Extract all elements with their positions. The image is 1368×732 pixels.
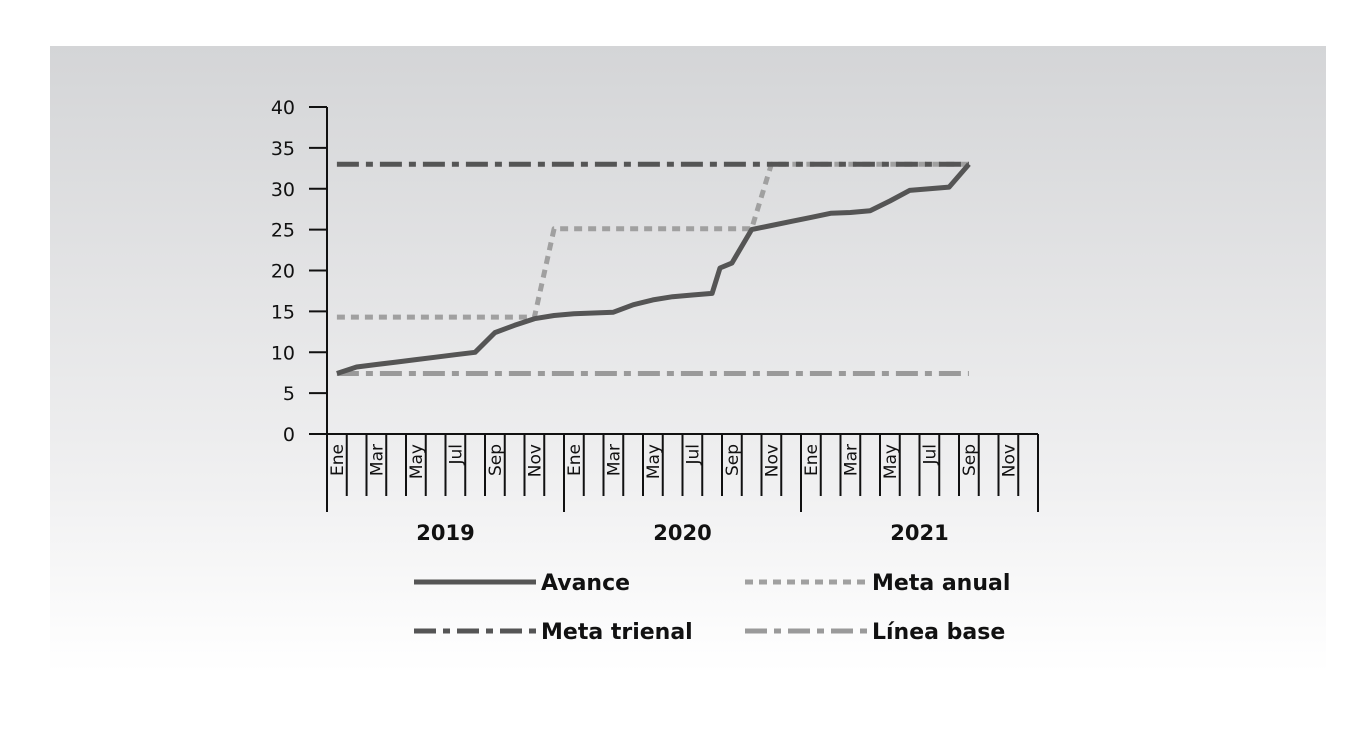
month-label: Nov (999, 444, 1019, 477)
legend-label-meta-trienal: Meta trienal (541, 620, 693, 645)
y-tick-label: 5 (283, 383, 295, 405)
month-label: Ene (565, 444, 585, 476)
legend-label-avance: Avance (541, 571, 630, 596)
y-tick-label: 0 (283, 424, 295, 446)
y-tick-label: 30 (271, 179, 295, 201)
axes: 0 5 10 15 20 25 30 35 40 Ene Mar May Jul Sep Nov Ene Mar… (271, 97, 1039, 545)
month-label: Jul (920, 444, 940, 466)
month-label: May (407, 444, 427, 479)
chart-background (50, 46, 1326, 672)
year-label: 2020 (653, 521, 711, 545)
y-tick-label: 10 (271, 342, 295, 364)
legend-label-linea-base: Línea base (872, 620, 1005, 645)
y-tick-label: 35 (271, 138, 295, 160)
month-label: Sep (723, 444, 743, 476)
month-label: May (644, 444, 664, 479)
month-label: Jul (683, 444, 703, 466)
month-label: Sep (960, 444, 980, 476)
year-label: 2019 (416, 521, 474, 545)
y-tick-label: 15 (271, 301, 295, 323)
month-label: Nov (525, 444, 545, 477)
legend-label-meta-anual: Meta anual (872, 571, 1010, 596)
month-label: May (881, 444, 901, 479)
y-tick-label: 20 (271, 261, 295, 283)
series-layer (336, 161, 971, 376)
y-tick-label: 40 (271, 97, 295, 119)
month-label: Sep (486, 444, 506, 476)
y-tick-label: 25 (271, 220, 295, 242)
month-label: Mar (604, 444, 624, 476)
month-label: Ene (328, 444, 348, 476)
month-label: Jul (446, 444, 466, 466)
month-label: Mar (841, 444, 861, 476)
month-label: Nov (762, 444, 782, 477)
series-line-avance (336, 162, 971, 376)
month-label: Ene (802, 444, 822, 476)
legend: Avance Meta anual Meta trienal Línea base (414, 571, 1010, 645)
year-label: 2021 (890, 521, 948, 545)
month-label: Mar (367, 444, 387, 476)
